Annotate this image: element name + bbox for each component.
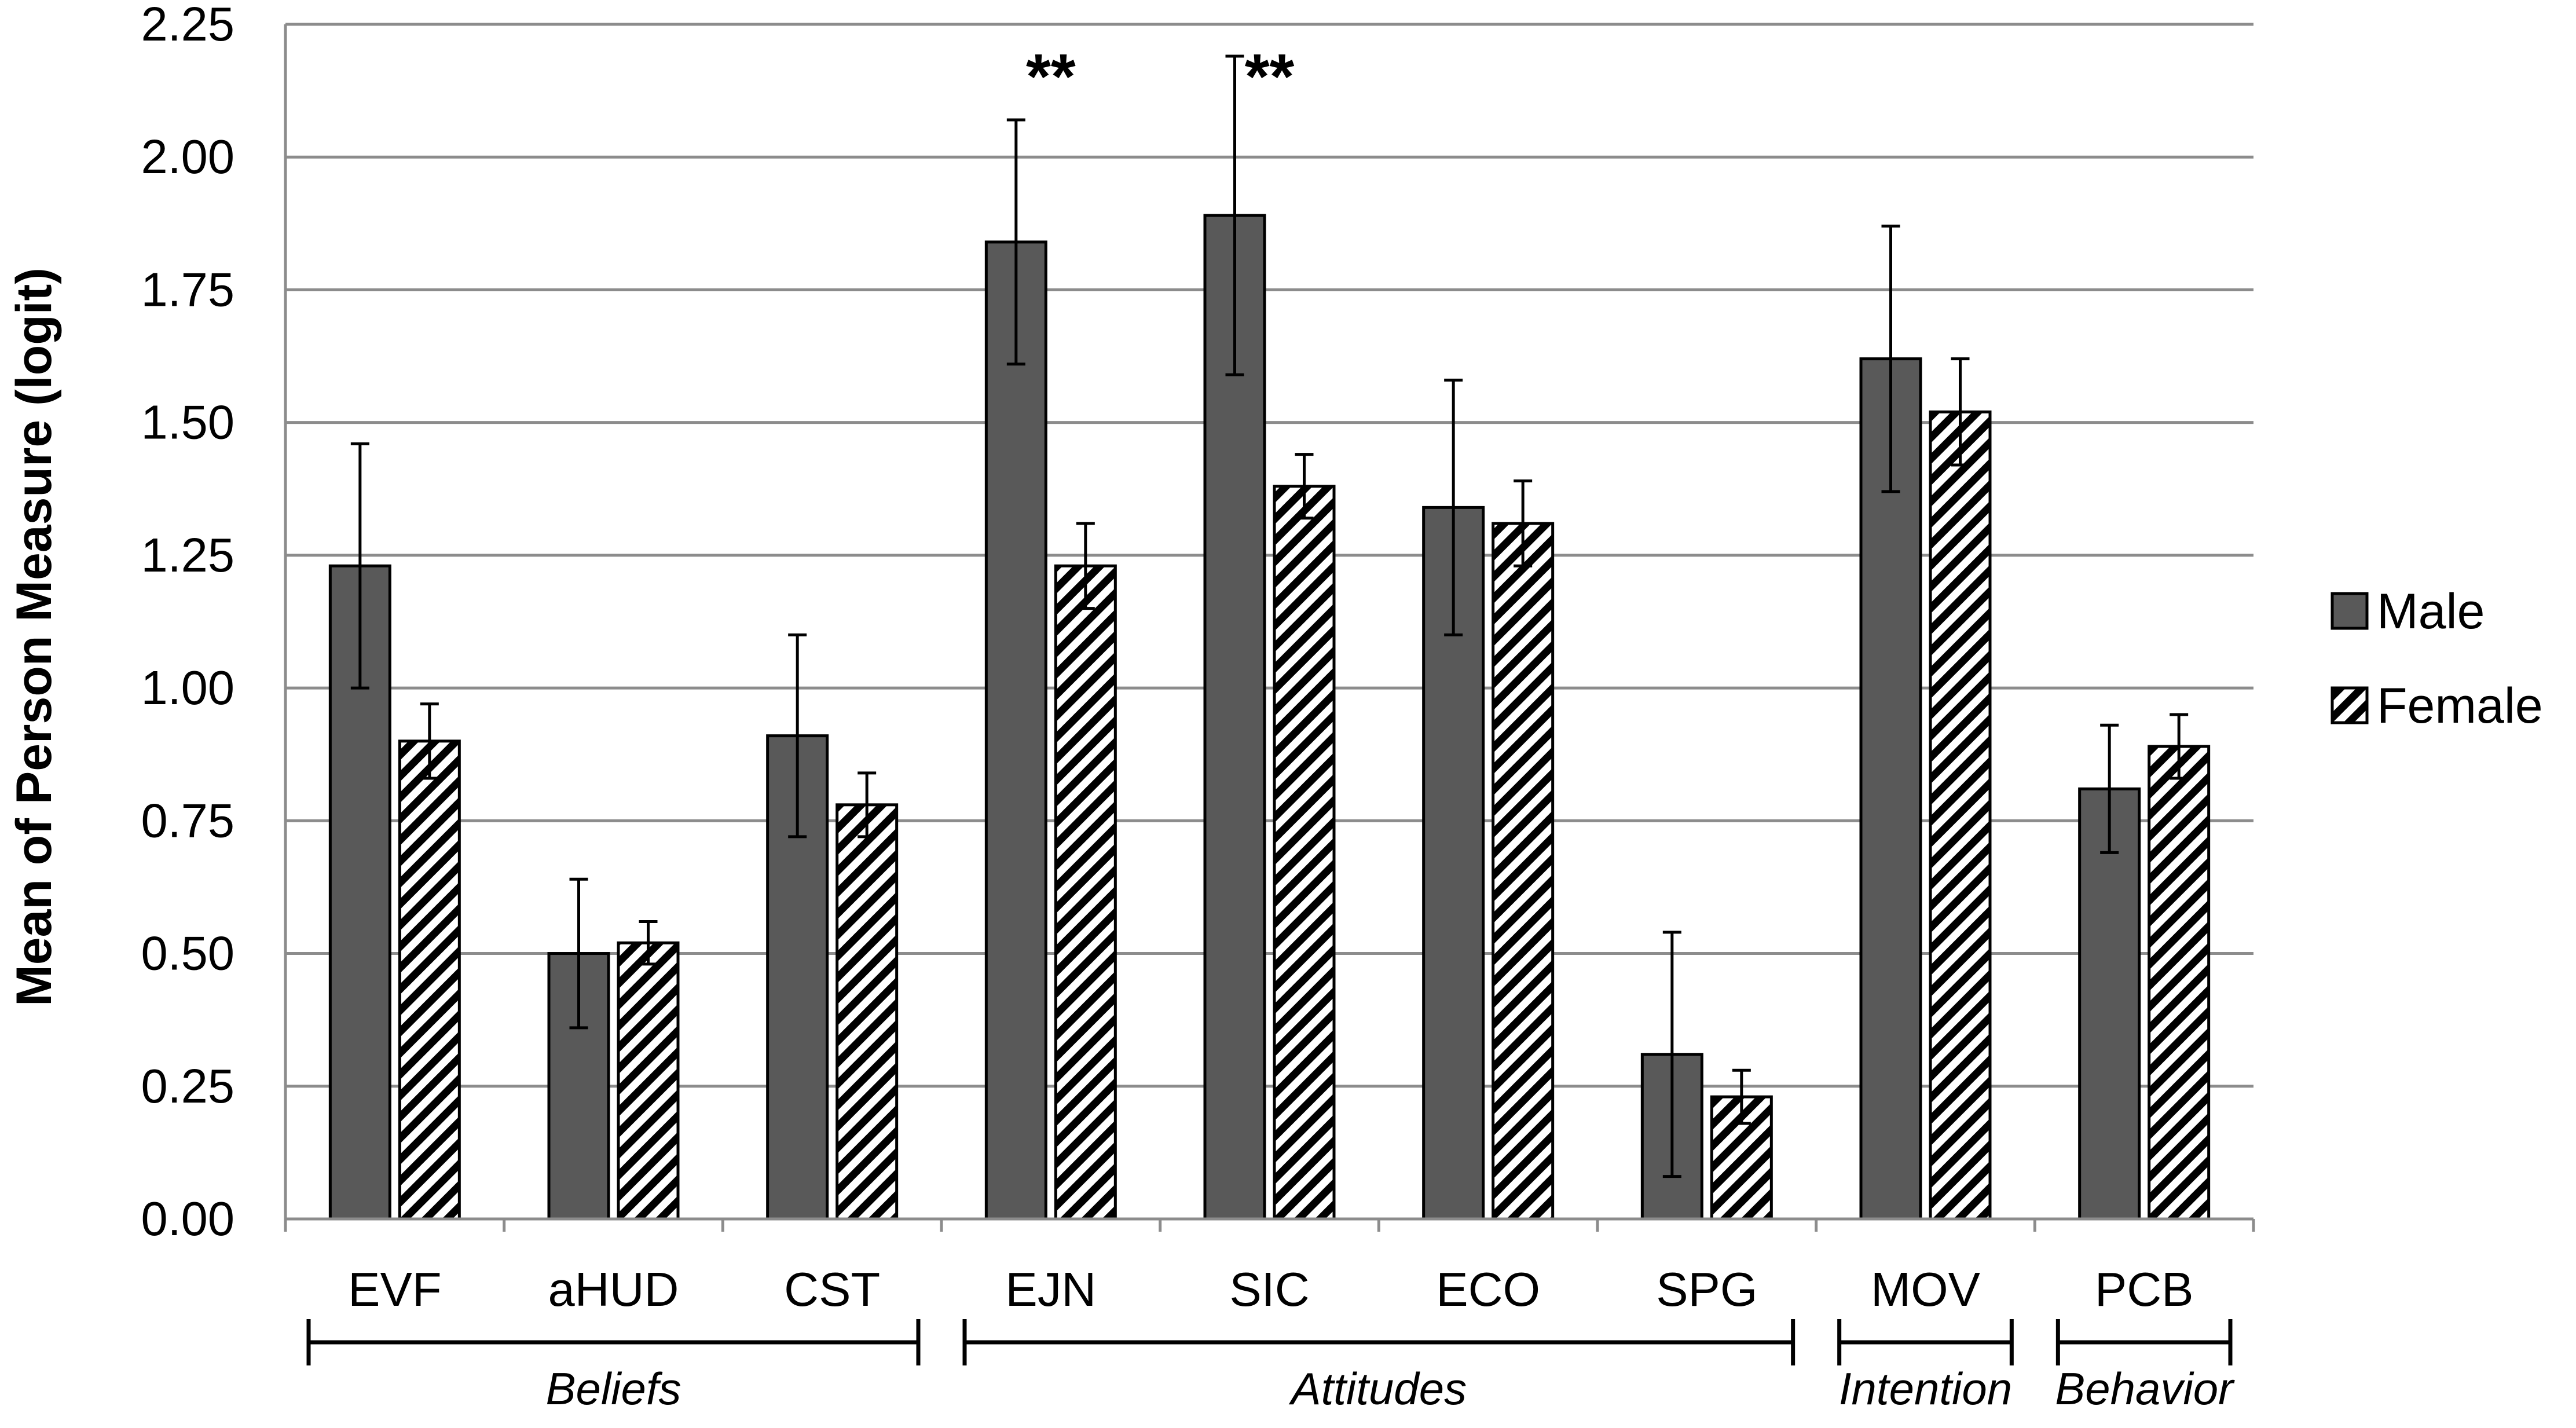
- x-tick-label: CST: [784, 1262, 880, 1316]
- y-tick-label: 0.25: [141, 1059, 234, 1113]
- bars: [328, 54, 2211, 1221]
- group-label: Beliefs: [545, 1363, 681, 1414]
- y-axis-title: Mean of Person Measure (logit): [6, 268, 62, 1006]
- x-tick-label: MOV: [1871, 1262, 1980, 1316]
- bar-female-mov: [1929, 410, 1992, 1221]
- y-tick-label: 2.25: [141, 0, 234, 51]
- x-tick-label: EJN: [1005, 1262, 1096, 1316]
- x-tick-label: ECO: [1436, 1262, 1540, 1316]
- y-tick-label: 0.00: [141, 1192, 234, 1246]
- bar-female-evf: [398, 739, 461, 1221]
- bar-male-pcb: [2078, 787, 2141, 1221]
- y-tick-label: 1.50: [141, 396, 234, 449]
- legend-swatch-female: [2331, 686, 2369, 724]
- x-tick-label: PCB: [2095, 1262, 2194, 1316]
- significance-markers: ** **: [1026, 41, 1294, 112]
- bar-female-sic: [1273, 485, 1336, 1221]
- legend-label-male: Male: [2377, 584, 2485, 639]
- legend: Male Female: [2331, 584, 2543, 734]
- bar-female-ahud: [617, 941, 680, 1221]
- group-label: Attitudes: [1289, 1363, 1467, 1414]
- x-tick-labels: EVF aHUD CST EJN SIC ECO SPG MOV PCB: [348, 1262, 2193, 1316]
- group-label: Intention: [1839, 1363, 2012, 1414]
- group-label: Behavior: [2055, 1363, 2235, 1414]
- x-tick-label: EVF: [348, 1262, 441, 1316]
- bar-female-pcb: [2148, 745, 2211, 1221]
- y-tick-label: 1.75: [141, 262, 234, 316]
- significance-marker: **: [1026, 41, 1076, 112]
- significance-marker: **: [1245, 41, 1295, 112]
- bar-male-ejn: [984, 240, 1047, 1221]
- x-axis: [284, 24, 2255, 1232]
- legend-swatch-male: [2331, 592, 2369, 630]
- y-tick-label: 1.25: [141, 528, 234, 582]
- x-tick-label: aHUD: [548, 1262, 679, 1316]
- bar-female-ejn: [1054, 564, 1117, 1221]
- y-tick-label: 0.50: [141, 927, 234, 980]
- y-tick-label: 2.00: [141, 130, 234, 184]
- bar-female-eco: [1492, 522, 1555, 1221]
- group-brackets: Beliefs Attitudes Intention Behavior: [306, 1319, 2235, 1414]
- y-tick-label: 1.00: [141, 661, 234, 715]
- gridlines: [285, 23, 2253, 1088]
- bar-female-cst: [836, 803, 899, 1221]
- x-tick-label: SIC: [1229, 1262, 1309, 1316]
- y-tick-labels: 0.00 0.25 0.50 0.75 1.00 1.25 1.50 1.75 2.00 2.25: [141, 0, 234, 1246]
- x-tick-label: SPG: [1656, 1262, 1757, 1316]
- y-tick-label: 0.75: [141, 793, 234, 847]
- legend-label-female: Female: [2377, 678, 2543, 734]
